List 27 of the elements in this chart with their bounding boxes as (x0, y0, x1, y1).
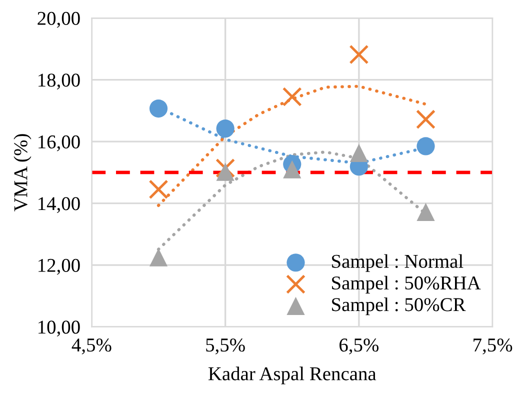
y-tick-label: 14,00 (38, 197, 80, 214)
y-tick-label: 10,00 (38, 320, 80, 337)
point (216, 120, 234, 138)
point (349, 44, 369, 64)
x-axis-title: Kadar Aspal Rencana (208, 366, 376, 384)
point (216, 162, 234, 181)
y-tick-label: 16,00 (38, 135, 80, 152)
legend-label: Sampel : Normal (332, 254, 464, 272)
y-axis-title: VMA (%) (14, 134, 32, 212)
legend-label: Sampel : 50%RHA (332, 276, 481, 294)
y-tick-label: 20,00 (38, 12, 80, 28)
point (416, 137, 435, 156)
point (149, 99, 168, 118)
y-tick-label: 18,00 (38, 74, 80, 90)
point (282, 87, 302, 107)
legend-label: Sampel : 50%CR (332, 298, 466, 316)
x-tick-label: 7,5% (474, 338, 512, 354)
point (148, 180, 168, 200)
y-tick-label: 12,00 (38, 258, 80, 275)
point (216, 158, 236, 178)
x-tick-label: 4,5% (72, 338, 112, 354)
point (283, 160, 302, 178)
point (350, 144, 368, 162)
point (416, 110, 436, 130)
x-tick-label: 6,5% (340, 338, 379, 354)
point (416, 202, 435, 222)
x-tick-label: 5,5% (206, 338, 245, 354)
